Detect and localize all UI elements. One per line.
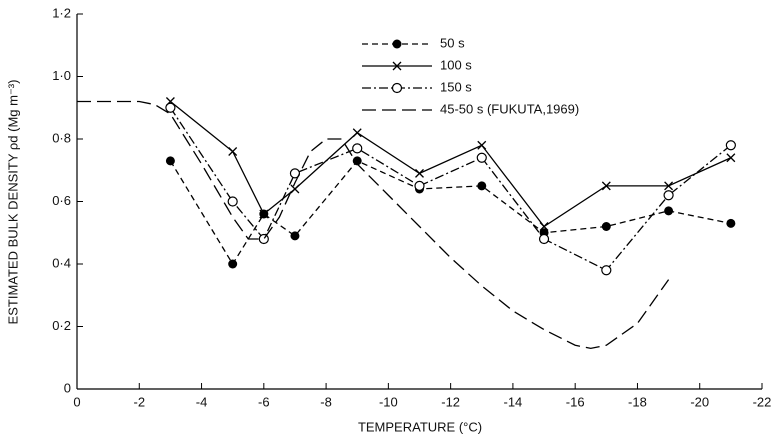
series-line [169,107,732,272]
y-tick-label: 0·4 [52,255,71,270]
marker [538,233,550,245]
marker [165,156,175,166]
marker [726,153,736,163]
marker [477,181,487,191]
marker [290,231,300,241]
marker [352,143,363,154]
marker [352,128,362,138]
y-tick-label: 0 [64,380,71,395]
marker [476,152,487,163]
x-tick-label: -2 [133,394,145,409]
marker [228,259,238,269]
x-tick-label: -10 [379,394,398,409]
x-tick-label: -18 [628,394,647,409]
marker [392,61,402,71]
marker [258,233,269,245]
legend-label: 50 s [440,35,465,50]
marker [477,140,487,150]
y-tick-label: 0·8 [52,130,71,145]
marker [414,180,425,191]
marker [391,82,403,94]
marker [289,168,301,179]
marker [290,184,300,194]
marker [601,222,611,231]
marker [664,181,674,191]
marker [601,265,612,276]
legend-label: 150 s [440,79,472,94]
y-tick-label: 1·2 [52,5,71,20]
y-tick-label: 0·2 [52,318,71,333]
x-axis-label: TEMPERATURE (°C) [358,419,482,434]
marker [227,196,238,207]
x-tick-label: -20 [690,394,709,409]
y-tick-label: 0·6 [52,193,71,208]
marker [228,147,238,156]
marker [725,140,736,151]
marker [663,190,674,201]
marker [392,39,402,49]
x-tick-label: -6 [258,394,270,409]
marker [601,181,611,191]
series-line [169,160,731,266]
marker [415,168,424,178]
y-tick-label: 1·0 [52,68,71,83]
series-line [170,100,732,228]
legend-label: 45-50 s (FUKUTA,1969) [440,101,579,116]
marker [539,222,549,231]
x-tick-label: -16 [566,394,585,409]
legend-label: 100 s [440,57,472,72]
x-tick-label: -8 [320,394,332,409]
marker [259,209,269,219]
x-tick-label: -12 [441,394,460,409]
marker [352,156,362,166]
x-tick-label: 0 [73,394,80,409]
x-tick-label: -14 [504,394,523,409]
marker [726,218,736,228]
x-tick-label: -4 [196,394,208,409]
marker [664,206,674,216]
y-axis-label: ESTIMATED BULK DENSITY ρd (Mg m⁻³) [5,80,20,325]
series-line [77,100,670,350]
marker [165,102,176,113]
x-tick-label: -22 [753,394,772,409]
